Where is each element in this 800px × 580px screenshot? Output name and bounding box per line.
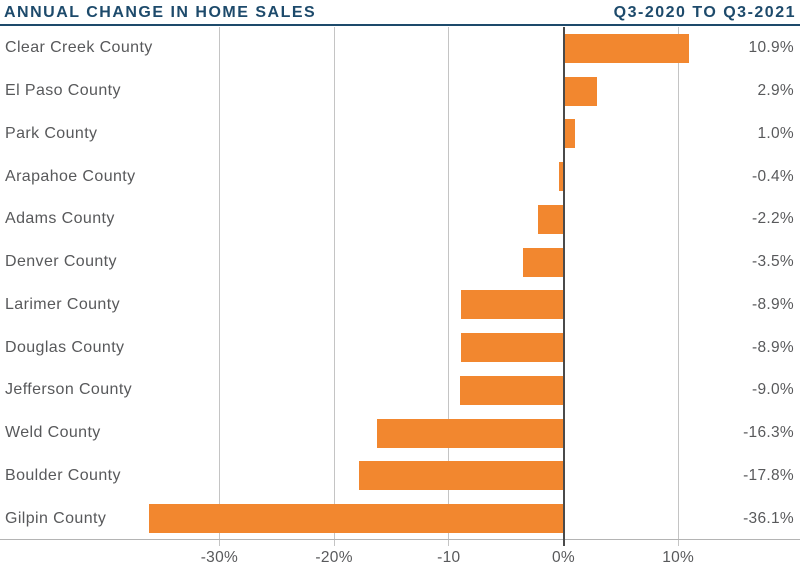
category-label: Park County [5,124,98,142]
category-label: Weld County [5,424,101,442]
bar [461,333,564,363]
category-label: Arapahoe County [5,167,136,185]
bar [538,204,564,234]
value-label: 10.9% [748,39,794,57]
value-label: -0.4% [752,167,794,185]
value-label: -9.0% [752,381,794,399]
bar [523,247,564,277]
x-tick-label: -20% [315,549,353,566]
category-label: Denver County [5,253,117,271]
value-label: -2.2% [752,210,794,228]
value-label: -8.9% [752,295,794,313]
gridline [333,27,335,546]
category-label: Jefferson County [5,381,133,399]
x-tick-label: 10% [662,549,695,566]
chart-title: ANNUAL CHANGE IN HOME SALES [4,4,317,21]
bar [563,76,597,106]
gridline [448,27,450,546]
value-label: -36.1% [743,509,794,527]
category-label: El Paso County [5,82,121,100]
bar [563,119,575,149]
bar [460,375,564,405]
value-label: -17.8% [743,466,794,484]
value-label: -3.5% [752,253,794,271]
gridline [218,27,220,546]
value-label: -8.9% [752,338,794,356]
bar [558,162,564,192]
bar [359,461,564,491]
category-label: Gilpin County [5,509,107,527]
zero-axis-line [562,27,565,546]
value-label: 1.0% [757,124,794,142]
title-rule [0,24,800,26]
value-label: -16.3% [743,424,794,442]
bar [461,290,564,320]
category-label: Larimer County [5,295,120,313]
category-label: Adams County [5,210,115,228]
bar [149,504,564,534]
category-label: Clear Creek County [5,39,153,57]
bar [376,418,564,448]
gridline [677,27,679,546]
category-label: Douglas County [5,338,125,356]
x-axis-line [0,538,800,540]
bar [563,33,689,63]
value-label: 2.9% [757,82,794,100]
chart-period-title: Q3-2020 TO Q3-2021 [613,4,796,21]
x-tick-label: -10 [437,549,461,566]
x-tick-label: -30% [200,549,239,566]
category-label: Boulder County [5,466,121,484]
x-tick-label: 0% [551,549,575,566]
